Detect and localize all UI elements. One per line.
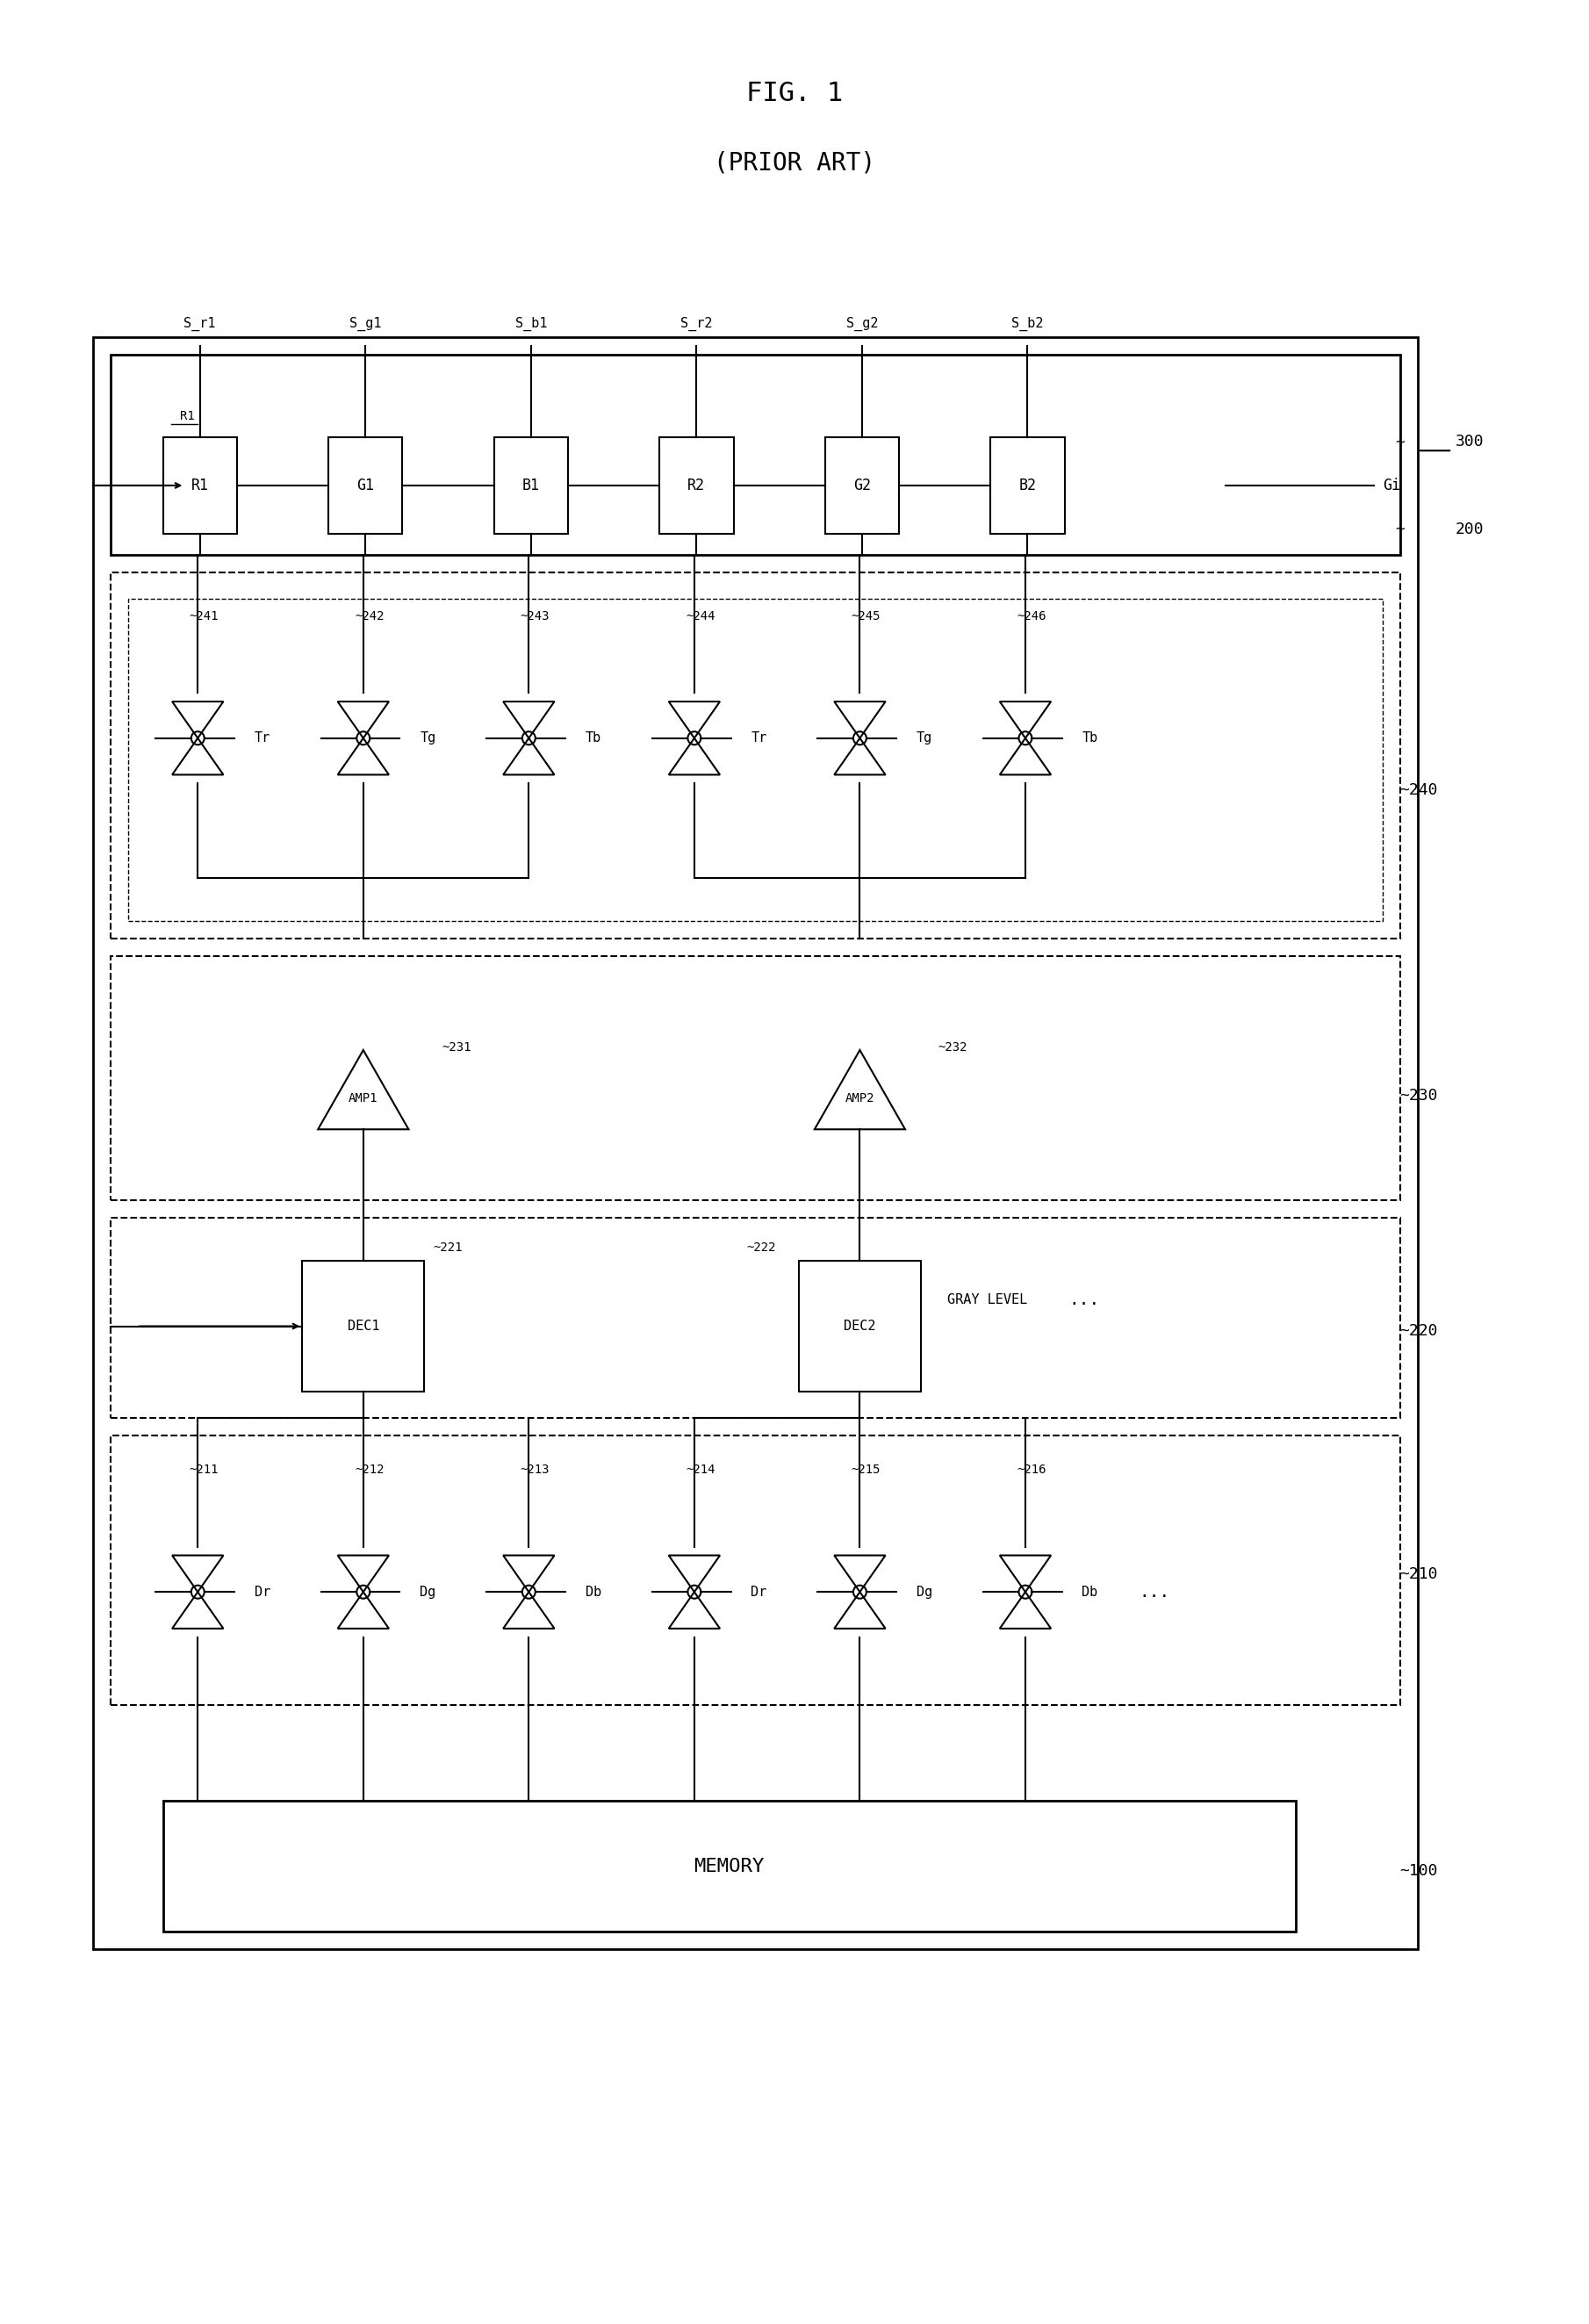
Text: S_r2: S_r2	[680, 316, 712, 332]
Text: ~246: ~246	[1017, 609, 1046, 623]
Text: Tr: Tr	[752, 732, 767, 744]
Text: ~243: ~243	[520, 609, 550, 623]
Text: ~213: ~213	[520, 1464, 550, 1476]
Bar	[111, 1218, 1400, 1418]
Text: Tg: Tg	[917, 732, 933, 744]
Text: ~100: ~100	[1400, 1864, 1438, 1878]
Text: Gi: Gi	[1382, 476, 1400, 493]
Text: ~230: ~230	[1400, 1088, 1438, 1104]
Text: ~242: ~242	[354, 609, 385, 623]
Text: ~241: ~241	[189, 609, 218, 623]
Text: S_b1: S_b1	[515, 316, 547, 332]
Text: ~222: ~222	[747, 1241, 775, 1255]
Text: GRAY LEVEL: GRAY LEVEL	[947, 1294, 1026, 1306]
Text: ~210: ~210	[1400, 1566, 1438, 1583]
Text: ~211: ~211	[189, 1464, 218, 1476]
Text: ...: ...	[1139, 1583, 1170, 1601]
Text: Db: Db	[1082, 1585, 1098, 1599]
Text: DEC2: DEC2	[844, 1320, 876, 1332]
Text: Dg: Dg	[419, 1585, 435, 1599]
Text: R1: R1	[180, 409, 195, 423]
Text: ~: ~	[1395, 435, 1405, 451]
Text: Tb: Tb	[585, 732, 602, 744]
Text: DEC1: DEC1	[348, 1320, 380, 1332]
Text: FIG. 1: FIG. 1	[747, 81, 842, 107]
Text: S_g1: S_g1	[350, 316, 381, 332]
Text: Tr: Tr	[254, 732, 270, 744]
Text: Tb: Tb	[1082, 732, 1098, 744]
Text: B1: B1	[523, 476, 540, 493]
Text: Dr: Dr	[752, 1585, 767, 1599]
Text: G1: G1	[356, 476, 375, 493]
Text: B2: B2	[1019, 476, 1036, 493]
Text: ~216: ~216	[1017, 1464, 1046, 1476]
Text: Dg: Dg	[917, 1585, 933, 1599]
Bar	[111, 572, 1400, 939]
Bar	[129, 600, 1382, 920]
Text: R1: R1	[191, 476, 208, 493]
Bar	[990, 437, 1065, 535]
Text: 300: 300	[1456, 435, 1484, 451]
Text: S_b2: S_b2	[1012, 316, 1044, 332]
Text: ~: ~	[1395, 521, 1405, 537]
Bar	[164, 1801, 1295, 1931]
Text: ~215: ~215	[852, 1464, 880, 1476]
Bar	[659, 437, 734, 535]
Bar	[111, 356, 1400, 555]
Text: AMP2: AMP2	[845, 1092, 874, 1104]
Text: R2: R2	[688, 476, 706, 493]
Bar	[164, 437, 237, 535]
Text: S_r1: S_r1	[184, 316, 216, 332]
Text: Dr: Dr	[254, 1585, 270, 1599]
Text: ~221: ~221	[432, 1241, 462, 1255]
Text: ~220: ~220	[1400, 1322, 1438, 1339]
Text: 200: 200	[1456, 521, 1484, 537]
Text: MEMORY: MEMORY	[694, 1857, 764, 1875]
Bar	[825, 437, 899, 535]
Text: (PRIOR ART): (PRIOR ART)	[713, 151, 876, 174]
Text: Tg: Tg	[419, 732, 435, 744]
Text: ~240: ~240	[1400, 783, 1438, 799]
Text: ~244: ~244	[685, 609, 715, 623]
Bar	[302, 1262, 424, 1392]
Bar	[111, 955, 1400, 1199]
Text: ~212: ~212	[354, 1464, 385, 1476]
Bar	[329, 437, 402, 535]
Text: S_g2: S_g2	[845, 316, 879, 332]
Text: G2: G2	[853, 476, 871, 493]
Text: ~214: ~214	[685, 1464, 715, 1476]
Text: ~245: ~245	[852, 609, 880, 623]
Bar	[94, 337, 1417, 1950]
Bar	[799, 1262, 920, 1392]
Bar	[111, 1436, 1400, 1706]
Text: AMP1: AMP1	[348, 1092, 378, 1104]
Text: ...: ...	[1069, 1292, 1100, 1308]
Text: ~232: ~232	[938, 1041, 968, 1053]
Text: ~231: ~231	[442, 1041, 470, 1053]
Text: Db: Db	[585, 1585, 602, 1599]
Bar	[494, 437, 567, 535]
